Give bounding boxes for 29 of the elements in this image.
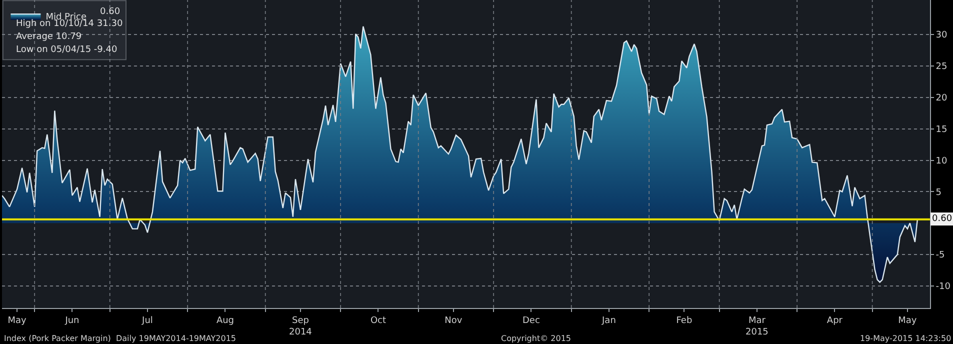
ref-line-label: 0.60 [932, 214, 952, 224]
x-tick-label: Dec [522, 316, 540, 326]
y-tick-label: 25 [936, 62, 948, 72]
x-tick-label: Jul [141, 316, 153, 326]
y-tick-label: 20 [936, 94, 948, 104]
x-tick-label: May [898, 316, 918, 326]
y-tick-label: 30 [936, 30, 948, 41]
x-tick-label: Mar 2015 [745, 316, 768, 338]
x-tick-label: Jan [601, 316, 616, 326]
y-tick-label: -5 [936, 250, 945, 261]
text: Index (Pork Packer Margin) Daily 19MAY2014-19MAY2015 [4, 334, 236, 343]
x-tick-label: Aug [216, 316, 234, 326]
x-tick-label: May [8, 316, 28, 326]
annotation: Low on 05/04/15 -9.40 [16, 45, 118, 55]
x-tick-label: Apr [826, 316, 843, 326]
text: Copyright© 2015 [501, 334, 571, 343]
annotation: 0.60 [100, 7, 120, 17]
annotation: Average 10.79 [16, 32, 82, 42]
x-tick-label: Oct [370, 316, 386, 326]
x-tick-label: Sep 2014 [289, 316, 312, 338]
y-tick-label: 15 [936, 125, 948, 136]
x-tick-label: Jun [64, 316, 80, 326]
x-tick-label: Feb [676, 316, 692, 326]
annotation: High on 10/10/14 31.30 [16, 19, 123, 29]
y-tick-label: 10 [936, 156, 948, 166]
y-tick-label: -10 [936, 282, 951, 292]
x-tick-label: Nov [444, 316, 463, 326]
y-tick-label: 5 [936, 188, 942, 198]
text: 19-May-2015 14:23:50 [860, 334, 952, 343]
